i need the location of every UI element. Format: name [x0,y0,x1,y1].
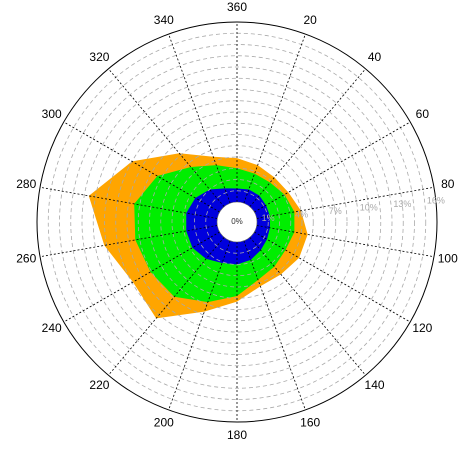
r-tick-label: 16% [427,195,445,205]
spoke [249,68,366,207]
spoke [63,121,220,213]
spoke [243,240,306,411]
angle-label: 360 [227,0,247,14]
angle-label: 240 [42,321,62,335]
angle-label: 280 [16,177,36,191]
spoke [39,186,218,219]
angle-label: 20 [304,13,318,27]
spoke [249,237,366,376]
spoke [254,231,411,323]
angle-label: 80 [441,177,455,191]
calm-circle [216,201,258,243]
r-tick-label: 7% [329,206,342,216]
r-tick-label: 1% [262,213,275,223]
angle-label: 100 [438,251,458,265]
spoke [243,33,306,204]
spoke [108,237,225,376]
outer-circle [36,21,438,423]
grid-circle [70,55,404,389]
spoke [254,121,411,213]
angle-label: 320 [89,50,109,64]
grid-circle [194,179,280,265]
spoke [168,33,231,204]
spoke [63,231,220,323]
angle-label: 180 [227,428,247,442]
grid-circle [81,66,393,378]
spoke [168,240,231,411]
spoke [256,186,435,219]
angle-label: 260 [16,251,36,265]
grid-circle [126,111,348,333]
r-tick-label: 10% [360,203,378,213]
r-tick-label: 4% [295,210,308,220]
spoke [256,225,435,258]
angle-label: 220 [89,378,109,392]
spoke [39,225,218,258]
grid-circle [92,77,382,367]
grid-circle [149,134,325,310]
angle-label: 340 [154,13,174,27]
r-tick-label: 0% [231,217,243,226]
angle-label: 140 [365,378,385,392]
r-tick-label: 13% [393,199,411,209]
angle-label: 60 [416,107,430,121]
angle-label: 160 [300,415,320,429]
angle-label: 300 [42,107,62,121]
angle-label: 120 [412,321,432,335]
angle-label: 40 [368,50,382,64]
grid-circle [137,122,337,322]
angle-label: 200 [154,415,174,429]
grid-circle [205,190,269,254]
spoke [108,68,225,207]
